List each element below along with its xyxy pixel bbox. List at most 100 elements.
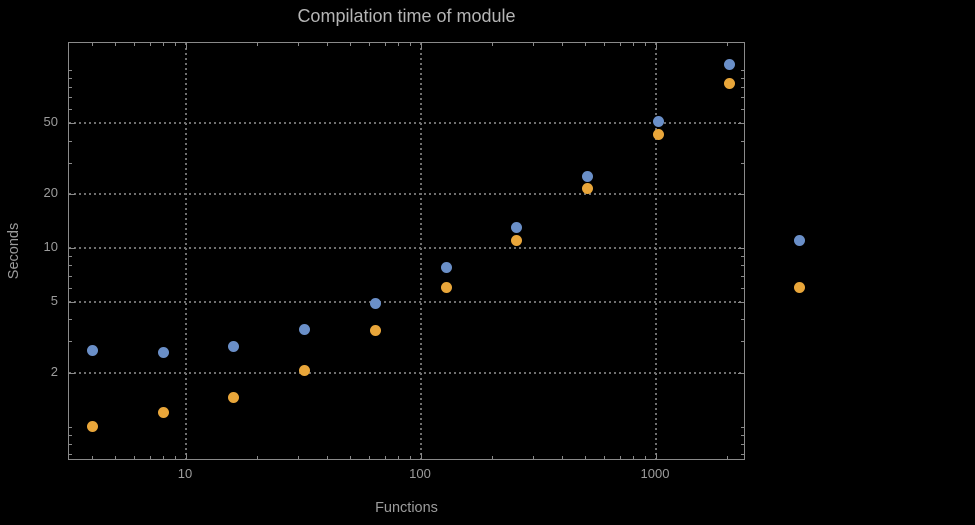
- y-tick-mark: [741, 434, 744, 436]
- y-tick-mark: [69, 194, 75, 196]
- data-point-series-blue: [299, 323, 311, 335]
- data-point-series-blue: [228, 341, 240, 353]
- data-point-series-orange: [511, 235, 523, 247]
- x-tick-mark: [533, 43, 535, 46]
- data-point-series-orange: [723, 77, 735, 89]
- x-tick-mark: [603, 43, 605, 46]
- y-tick-mark: [741, 140, 744, 142]
- x-tick-mark: [633, 456, 635, 459]
- y-tick-mark: [69, 341, 72, 343]
- x-tick-mark: [645, 456, 647, 459]
- x-tick-mark: [350, 456, 352, 459]
- data-point-series-orange: [440, 282, 452, 294]
- x-tick-label: 10: [177, 466, 193, 481]
- y-tick-mark: [741, 319, 744, 321]
- data-point-series-orange: [86, 421, 98, 432]
- x-tick-mark: [726, 43, 728, 46]
- x-tick-mark: [603, 456, 605, 459]
- y-tick-mark: [741, 97, 744, 99]
- y-tick-mark: [738, 372, 744, 374]
- y-tick-mark: [69, 275, 72, 277]
- gridline-horizontal: [69, 193, 744, 196]
- x-tick-mark: [491, 43, 493, 46]
- y-tick-label: 10: [43, 239, 58, 254]
- data-point-series-blue: [582, 171, 594, 183]
- gridline-horizontal: [69, 247, 744, 249]
- y-tick-mark: [741, 162, 744, 164]
- y-tick-mark: [69, 287, 72, 289]
- data-point-series-blue: [794, 235, 806, 247]
- gridline-horizontal: [69, 122, 744, 125]
- data-point-series-orange: [652, 128, 664, 140]
- x-tick-mark: [410, 456, 412, 459]
- plot-area: [68, 42, 806, 460]
- y-tick-mark: [69, 301, 75, 303]
- x-tick-mark: [368, 456, 370, 459]
- y-tick-mark: [69, 86, 72, 88]
- y-tick-mark: [69, 69, 72, 71]
- data-point-series-orange: [228, 392, 240, 404]
- x-tick-mark: [133, 456, 135, 459]
- x-tick-mark: [384, 43, 386, 46]
- y-tick-mark: [738, 194, 744, 196]
- gridline-horizontal: [69, 371, 744, 374]
- y-tick-mark: [741, 265, 744, 267]
- x-tick-mark: [186, 43, 187, 49]
- x-tick-mark: [115, 456, 117, 459]
- x-tick-label: 100: [409, 466, 431, 481]
- data-point-series-blue: [652, 116, 664, 128]
- x-tick-mark: [619, 43, 621, 46]
- y-tick-mark: [69, 454, 72, 456]
- x-tick-mark: [384, 456, 386, 459]
- y-tick-mark: [738, 248, 744, 249]
- x-tick-mark: [421, 453, 422, 459]
- y-tick-mark: [69, 123, 75, 125]
- x-tick-mark: [115, 43, 117, 46]
- y-tick-mark: [69, 256, 72, 258]
- data-point-series-blue: [440, 261, 452, 273]
- y-tick-mark: [69, 443, 72, 445]
- data-point-series-orange: [157, 406, 169, 418]
- x-tick-mark: [298, 456, 300, 459]
- x-tick-mark: [726, 456, 728, 459]
- y-tick-mark: [69, 265, 72, 267]
- y-tick-mark: [741, 69, 744, 71]
- y-tick-mark: [69, 140, 72, 142]
- x-tick-mark: [633, 43, 635, 46]
- x-tick-mark: [562, 43, 564, 46]
- y-tick-mark: [741, 86, 744, 88]
- x-tick-mark: [398, 456, 400, 459]
- x-tick-mark: [656, 43, 657, 49]
- x-tick-mark: [327, 456, 329, 459]
- gridline-horizontal: [69, 300, 744, 303]
- x-tick-mark: [398, 43, 400, 46]
- x-tick-mark: [175, 43, 177, 46]
- y-tick-mark: [741, 287, 744, 289]
- gridline-vertical: [185, 43, 187, 459]
- x-tick-mark: [350, 43, 352, 46]
- x-tick-mark: [491, 456, 493, 459]
- y-tick-mark: [738, 123, 744, 125]
- data-point-series-blue: [723, 58, 735, 70]
- data-point-series-blue: [157, 346, 169, 358]
- x-tick-mark: [533, 456, 535, 459]
- y-tick-mark: [69, 372, 75, 374]
- x-tick-mark: [421, 43, 422, 49]
- x-tick-mark: [133, 43, 135, 46]
- x-tick-mark: [585, 456, 587, 459]
- y-tick-mark: [741, 77, 744, 79]
- x-tick-mark: [163, 456, 165, 459]
- y-tick-label: 20: [43, 185, 58, 201]
- y-tick-mark: [741, 341, 744, 343]
- x-tick-mark: [149, 456, 151, 459]
- x-tick-mark: [327, 43, 329, 46]
- data-point-series-blue: [369, 297, 381, 309]
- data-point-series-blue: [86, 345, 98, 357]
- x-axis-label: Functions: [375, 500, 438, 516]
- y-tick-mark: [69, 434, 72, 436]
- x-tick-mark: [645, 43, 647, 46]
- x-tick-mark: [256, 456, 258, 459]
- y-tick-label: 2: [50, 363, 58, 379]
- y-tick-mark: [741, 109, 744, 111]
